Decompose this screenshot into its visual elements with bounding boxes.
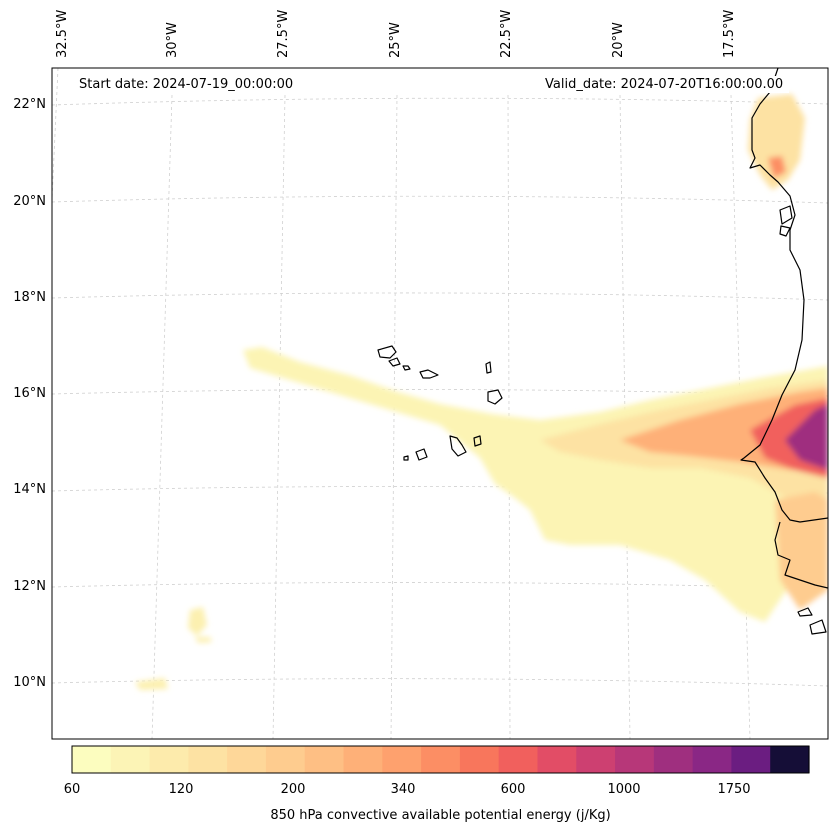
colorbar-tick-label: 60: [63, 782, 81, 797]
colorbar-border: [71, 745, 810, 774]
cape-patch-small-1: [188, 607, 207, 636]
colorbar-swatch: [188, 746, 228, 773]
lon-label-25w: 25°W: [388, 22, 403, 58]
colorbar-swatch: [265, 746, 306, 773]
island-santa-luzia: [402, 365, 411, 371]
island-santiago: [449, 435, 467, 457]
cape-core-high: [785, 404, 828, 470]
colorbar-swatch: [537, 746, 577, 773]
colorbar-tick-label: 600: [500, 782, 526, 797]
colorbar-tick-label: 200: [280, 782, 306, 797]
colorbar-swatch: [615, 746, 655, 773]
island-fogo: [415, 448, 428, 461]
colorbar-swatch: [692, 746, 733, 773]
cape-patch-north-hot: [768, 156, 786, 178]
cape-patch-small-3: [135, 678, 168, 690]
colorbar-swatch: [731, 746, 771, 773]
colorbar-swatch: [343, 746, 383, 773]
valid-date-label: Valid_date: 2024-07-20T16:00:00.00: [539, 76, 790, 93]
colorbar-swatch: [72, 746, 112, 773]
colorbar-tick-label: 340: [390, 782, 416, 797]
map-border: [51, 67, 829, 740]
colorbar-swatch: [653, 746, 694, 773]
colorbar-title: 850 hPa convective available potential e…: [270, 808, 611, 823]
lon-label-20w: 20°W: [611, 22, 626, 58]
cape-patch-small-2: [195, 637, 212, 643]
colorbar-swatch: [227, 746, 267, 773]
island-santo-antao: [377, 345, 397, 359]
lon-label-22-5w: 22.5°W: [499, 9, 514, 58]
lat-label-20n: 20°N: [13, 194, 46, 209]
lon-label-17-5w: 17.5°W: [722, 9, 737, 58]
start-date-label: Start date: 2024-07-19_00:00:00: [73, 76, 300, 93]
island-sao-nicolau: [419, 369, 439, 379]
colorbar: [72, 746, 810, 773]
colorbar-swatch: [770, 746, 810, 773]
cape-patch-north: [748, 94, 805, 190]
colorbar-swatch: [382, 746, 422, 773]
island-brava: [403, 455, 409, 461]
colorbar-swatch: [459, 746, 500, 773]
gambia-coast: [774, 521, 828, 589]
colorbar-tick-label: 120: [168, 782, 194, 797]
lat-label-18n: 18°N: [13, 290, 46, 305]
lat-label-14n: 14°N: [13, 482, 46, 497]
lon-label-27-5w: 27.5°W: [276, 9, 291, 58]
lat-label-12n: 12°N: [13, 579, 46, 594]
cape-patch-coast-south: [775, 492, 828, 610]
island-canary-area: [779, 205, 793, 237]
island-boa-vista: [487, 389, 503, 405]
island-maio: [473, 435, 482, 447]
africa-coast: [740, 68, 828, 523]
colorbar-swatch: [498, 746, 539, 773]
island-sal: [485, 361, 492, 374]
colorbar-tick-label: 1000: [607, 782, 641, 797]
coastlines: [377, 68, 828, 635]
colorbar-tick-label: 1750: [717, 782, 751, 797]
colorbar-swatch: [149, 746, 189, 773]
colorbar-swatch: [304, 746, 345, 773]
colorbar-swatch: [576, 746, 616, 773]
lat-label-22n: 22°N: [13, 97, 46, 112]
lat-label-10n: 10°N: [13, 675, 46, 690]
colorbar-swatch: [110, 746, 151, 773]
lon-label-32-5w: 32.5°W: [55, 9, 70, 58]
lon-label-30w: 30°W: [165, 22, 180, 58]
lat-label-16n: 16°N: [13, 386, 46, 401]
colorbar-swatch: [421, 746, 461, 773]
island-sao-vicente: [388, 357, 401, 367]
guinea-bissau-coast: [797, 607, 827, 635]
